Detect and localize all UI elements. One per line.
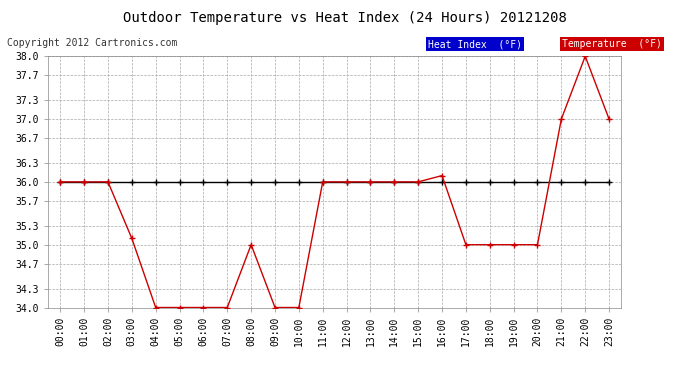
Text: Copyright 2012 Cartronics.com: Copyright 2012 Cartronics.com (7, 38, 177, 48)
Text: Outdoor Temperature vs Heat Index (24 Hours) 20121208: Outdoor Temperature vs Heat Index (24 Ho… (123, 11, 567, 25)
Text: Heat Index  (°F): Heat Index (°F) (428, 39, 522, 50)
Text: Temperature  (°F): Temperature (°F) (562, 39, 662, 50)
